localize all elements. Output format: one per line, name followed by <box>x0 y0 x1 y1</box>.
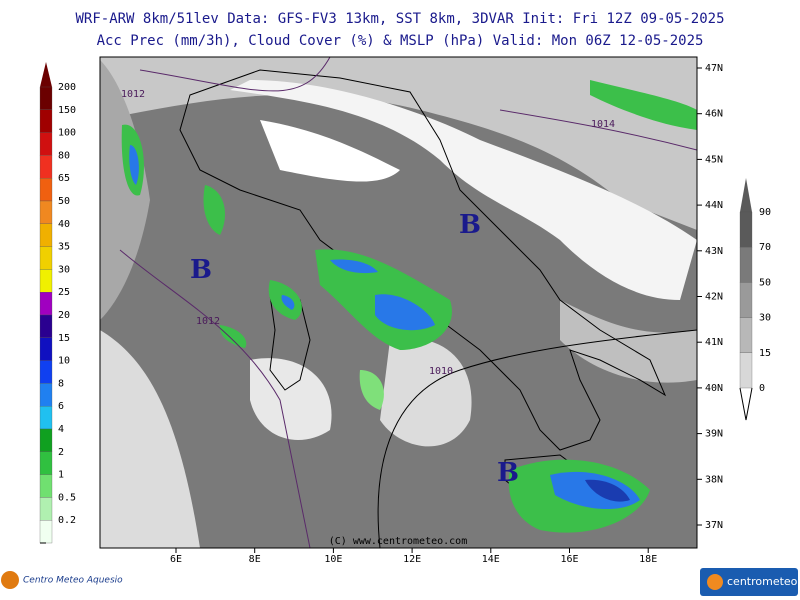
latitude-label: 47N <box>705 63 723 74</box>
cloud-swatch <box>739 211 753 248</box>
latitude-label: 42N <box>705 292 723 303</box>
cloud-bar-tip <box>740 178 752 212</box>
precip-swatch <box>39 520 53 544</box>
precip-scale-label: 65 <box>58 173 70 184</box>
precip-swatch <box>39 451 53 475</box>
longitude-label: 8E <box>249 554 261 565</box>
precip-swatch <box>39 337 53 361</box>
precip-swatch <box>39 109 53 133</box>
precip-swatch <box>39 292 53 316</box>
precip-swatch <box>39 200 53 224</box>
latitude-label: 44N <box>705 200 723 211</box>
precip-scale-label: 8 <box>58 378 64 389</box>
cloud-scale-label: 15 <box>759 348 771 359</box>
latitude-label: 45N <box>705 154 723 165</box>
precip-swatch <box>39 360 53 384</box>
precip-swatch <box>39 155 53 179</box>
left-logo-text: Centro Meteo Aquesio <box>23 576 123 586</box>
right-logo-text: centrometeo <box>727 575 798 588</box>
precip-scale-label: 4 <box>58 424 64 435</box>
cloud-scale-label: 30 <box>759 313 771 324</box>
longitude-label: 18E <box>639 554 657 565</box>
precip-scale-label: 35 <box>58 242 70 253</box>
low-pressure-label: B <box>459 210 481 240</box>
precip-swatch <box>39 406 53 430</box>
right-logo: centrometeo <box>700 568 798 596</box>
latitude-label: 41N <box>705 337 723 348</box>
precip-scale-label: 30 <box>58 264 70 275</box>
isobar-label: 1012 <box>196 316 220 327</box>
cloud-scale-label: 0 <box>759 383 765 394</box>
precip-scale-label: 100 <box>58 128 76 139</box>
precip-scale-label: 0.2 <box>58 515 76 526</box>
cloud-swatch <box>739 352 753 389</box>
latitude-label: 37N <box>705 520 723 531</box>
precip-swatch <box>39 428 53 452</box>
precip-swatch <box>39 223 53 247</box>
precip-scale-label: 150 <box>58 105 76 116</box>
low-pressure-label: B <box>497 458 519 488</box>
longitude-label: 12E <box>403 554 421 565</box>
precip-bar-tip <box>40 62 52 87</box>
longitude-label: 10E <box>324 554 342 565</box>
precip-scale-label: 2 <box>58 447 64 458</box>
latitude-label: 46N <box>705 109 723 120</box>
map <box>99 56 698 549</box>
precip-swatch <box>39 132 53 156</box>
longitude-label: 16E <box>560 554 578 565</box>
precip-scale-label: 50 <box>58 196 70 207</box>
precip-scale-label: 15 <box>58 333 70 344</box>
longitude-label: 14E <box>482 554 500 565</box>
left-logo: Centro Meteo Aquesio <box>1 571 123 589</box>
cloud-scale-label: 90 <box>759 207 771 218</box>
isobar-label: 1012 <box>121 89 145 100</box>
precip-swatch <box>39 497 53 521</box>
precip-scale-label: 40 <box>58 219 70 230</box>
cloud-swatch <box>739 247 753 283</box>
longitude-label: 6E <box>170 554 182 565</box>
latitude-label: 38N <box>705 474 723 485</box>
precip-swatch <box>39 86 53 110</box>
cloud-bar-tail <box>739 387 753 421</box>
precip-scale-label: 25 <box>58 287 70 298</box>
cloud-scale-label: 50 <box>759 277 771 288</box>
precip-scale-label: 20 <box>58 310 70 321</box>
precip-swatch <box>39 314 53 338</box>
precip-swatch <box>39 246 53 270</box>
precip-scale-label: 6 <box>58 401 64 412</box>
cloud-swatch <box>739 282 753 318</box>
cloud-scale-label: 70 <box>759 242 771 253</box>
precip-swatch <box>39 383 53 407</box>
precip-swatch <box>39 269 53 293</box>
low-pressure-label: B <box>190 255 212 285</box>
isobar-label: 1014 <box>591 119 615 130</box>
precip-scale-label: 0.5 <box>58 492 76 503</box>
latitude-label: 40N <box>705 383 723 394</box>
latitude-label: 43N <box>705 246 723 257</box>
precip-scale-label: 1 <box>58 470 64 481</box>
header-line-1: WRF-ARW 8km/51lev Data: GFS-FV3 13km, SS… <box>75 11 724 27</box>
cloud-swatch <box>739 317 753 353</box>
precip-swatch <box>39 474 53 498</box>
header-line-2: Acc Prec (mm/3h), Cloud Cover (%) & MSLP… <box>97 33 704 49</box>
copyright: (C) www.centrometeo.com <box>329 536 467 547</box>
precip-scale-label: 10 <box>58 356 70 367</box>
precip-scale-label: 200 <box>58 82 76 93</box>
latitude-label: 39N <box>705 429 723 440</box>
isobar-label: 1010 <box>429 366 453 377</box>
precip-scale-label: 80 <box>58 150 70 161</box>
precip-swatch <box>39 178 53 202</box>
